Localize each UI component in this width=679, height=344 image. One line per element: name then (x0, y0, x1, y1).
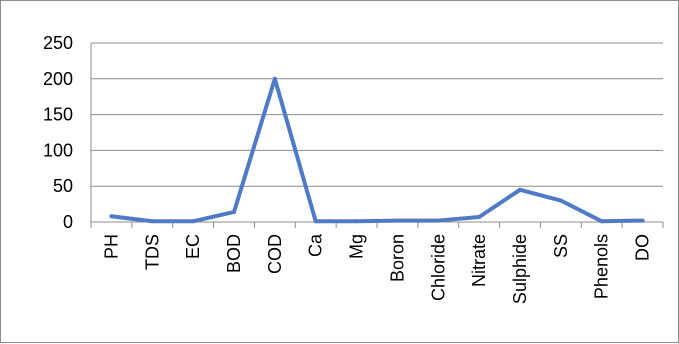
data-point-nitrate (477, 214, 482, 219)
y-tick-label: 0 (63, 212, 73, 232)
data-point-tds (150, 219, 155, 224)
data-point-do (640, 218, 645, 223)
y-tick-label: 150 (43, 105, 73, 125)
x-tick-label-sulphide: Sulphide (510, 234, 530, 304)
y-tick-label: 250 (43, 33, 73, 53)
data-point-chloride (436, 218, 441, 223)
data-point-sulphide (518, 187, 522, 192)
x-tick-label-ec: EC (183, 234, 203, 259)
series-line-0 (109, 76, 645, 224)
x-tick-label-phenols: Phenols (592, 234, 612, 299)
x-tick-label-cod: COD (265, 234, 285, 274)
y-tick-label: 200 (43, 69, 73, 89)
gridlines (90, 42, 663, 228)
x-tick-label-chloride: Chloride (428, 234, 448, 301)
data-point-ss (558, 198, 563, 203)
x-tick-label-mg: Mg (347, 234, 367, 259)
x-tick-label-ss: SS (551, 234, 571, 258)
y-axis-ticks: 0 50 100 150 200 250 (43, 33, 73, 232)
data-point-ec (191, 219, 196, 224)
data-point-ca (313, 219, 318, 224)
x-tick-label-nitrate: Nitrate (469, 234, 489, 287)
series-layer (109, 76, 645, 224)
data-point-mg (354, 219, 359, 224)
y-tick-label: 100 (43, 140, 73, 160)
x-tick-label-tds: TDS (142, 234, 162, 270)
data-point-phenols (599, 219, 604, 224)
y-tick-label: 50 (53, 176, 73, 196)
data-point-cod (272, 76, 277, 81)
x-tick-label-do: DO (633, 234, 653, 261)
x-tick-label-ca: Ca (306, 233, 326, 257)
x-tick-label-bod: BOD (224, 234, 244, 273)
x-tick-label-boron: Boron (387, 234, 407, 282)
data-point-boron (395, 218, 400, 223)
x-axis-ticks: PH TDS EC BOD COD Ca Mg Boron Chloride Nitrate Sul… (90, 222, 664, 304)
data-point-ph (109, 214, 114, 219)
x-tick-label-ph: PH (101, 234, 121, 259)
data-point-bod (232, 209, 236, 214)
